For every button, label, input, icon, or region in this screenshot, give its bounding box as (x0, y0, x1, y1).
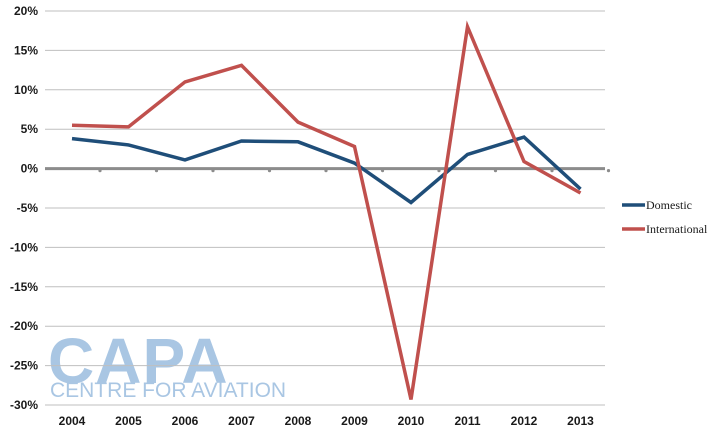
y-tick-label: -10% (10, 240, 38, 254)
y-tick-label: -5% (17, 201, 39, 215)
y-tick-label: -25% (10, 359, 38, 373)
y-tick-label: -20% (10, 319, 38, 333)
x-tick-label: 2005 (115, 414, 142, 428)
series-line-international (71, 20, 582, 400)
gridlines (45, 10, 605, 406)
x-tick-label: 2013 (567, 414, 594, 428)
legend-label: Domestic (646, 198, 692, 212)
y-tick-label: 15% (14, 43, 38, 57)
y-tick-label: 0% (21, 162, 39, 176)
x-tick-label: 2010 (398, 414, 425, 428)
axis-tick (380, 169, 385, 173)
series-line-domestic (71, 135, 582, 205)
series-lines (71, 20, 582, 400)
x-tick-label: 2004 (59, 414, 86, 428)
y-tick-label: 20% (14, 4, 38, 18)
y-axis-labels: 20% 15% 10% 5% 0% -5% -10% -15% -20% -25% -30% (10, 4, 38, 412)
x-axis-labels: 2004 2005 2006 2007 2008 2009 2010 2011 2012 2013 (59, 414, 595, 428)
watermark-tagline: CENTRE FOR AVIATION (50, 379, 286, 402)
x-axis (45, 167, 611, 173)
x-tick-label: 2006 (172, 414, 199, 428)
x-tick-label: 2007 (228, 414, 255, 428)
y-tick-label: -30% (10, 398, 38, 412)
y-tick-label: -15% (10, 280, 38, 294)
capa-watermark: CAPA CENTRE FOR AVIATION (48, 325, 286, 402)
axis-tick (98, 169, 102, 173)
axis-tick (324, 169, 328, 173)
legend: Domestic International (622, 198, 708, 236)
axis-tick (493, 169, 498, 173)
x-tick-label: 2009 (341, 414, 368, 428)
x-tick-label: 2012 (511, 414, 538, 428)
axis-tick (154, 169, 159, 173)
axis-tick (211, 169, 215, 173)
axis-tick (437, 169, 441, 173)
axis-tick (550, 169, 554, 173)
axis-tick (606, 169, 611, 173)
y-tick-label: 5% (21, 122, 39, 136)
x-tick-label: 2008 (285, 414, 312, 428)
watermark-logo-text: CAPA (48, 325, 229, 397)
x-tick-label: 2011 (454, 414, 480, 428)
legend-label: International (646, 222, 708, 236)
axis-tick (267, 169, 272, 173)
y-tick-label: 10% (14, 83, 38, 97)
